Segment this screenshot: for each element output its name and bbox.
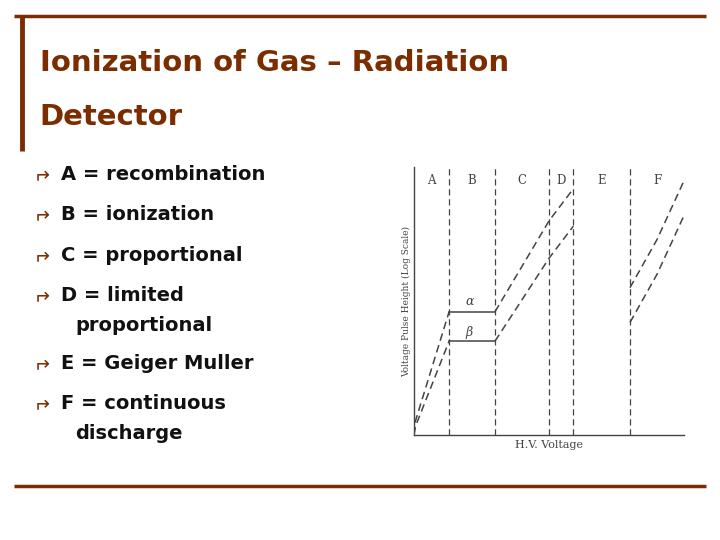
Text: E: E (598, 174, 606, 187)
Text: E = Geiger Muller: E = Geiger Muller (61, 354, 253, 373)
Text: F = continuous: F = continuous (61, 394, 226, 413)
Text: Ionization of Gas – Radiation: Ionization of Gas – Radiation (40, 49, 509, 77)
Text: D: D (557, 174, 566, 187)
Text: discharge: discharge (76, 424, 183, 443)
Text: ↵: ↵ (32, 202, 49, 221)
Text: Detector: Detector (40, 103, 183, 131)
Text: ↵: ↵ (32, 162, 49, 181)
Text: α: α (465, 295, 474, 308)
Text: ↵: ↵ (32, 284, 49, 302)
Text: B: B (468, 174, 477, 187)
Text: C: C (518, 174, 526, 187)
Text: ↵: ↵ (32, 243, 49, 262)
Text: A = recombination: A = recombination (61, 165, 266, 184)
Text: B = ionization: B = ionization (61, 205, 215, 224)
Y-axis label: Voltage Pulse Height (Log Scale): Voltage Pulse Height (Log Scale) (402, 226, 411, 376)
Text: F: F (653, 174, 661, 187)
Text: ↵: ↵ (32, 351, 49, 370)
Text: C = proportional: C = proportional (61, 246, 243, 265)
Text: β: β (465, 326, 472, 339)
Text: ↵: ↵ (32, 392, 49, 410)
Text: proportional: proportional (76, 316, 212, 335)
X-axis label: H.V. Voltage: H.V. Voltage (515, 440, 583, 450)
Text: D = limited: D = limited (61, 286, 184, 305)
Text: A: A (427, 174, 436, 187)
